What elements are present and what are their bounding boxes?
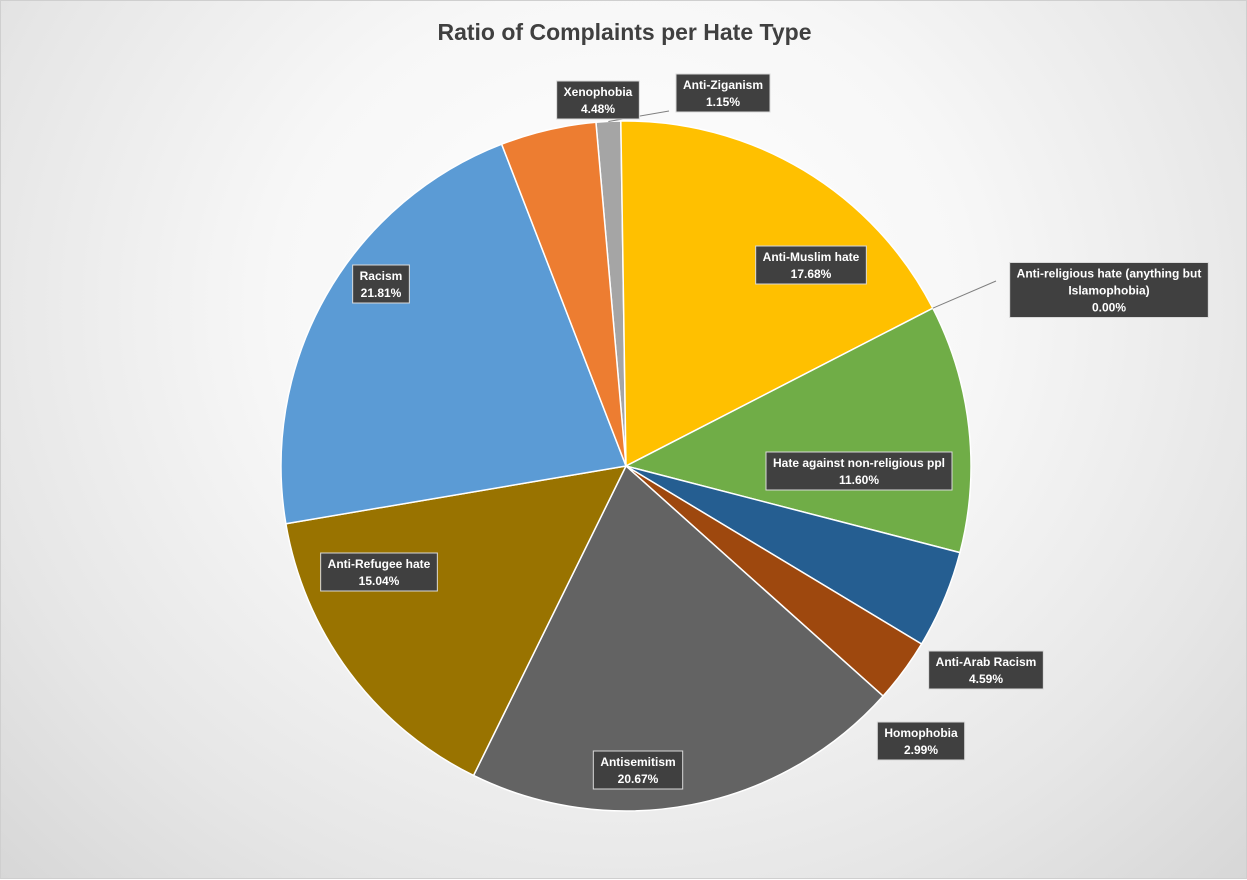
data-label-name: Racism [360, 269, 403, 283]
data-label-name: Anti-Ziganism [683, 78, 763, 92]
data-label-value: 0.00% [1092, 301, 1126, 315]
data-label-box [556, 80, 640, 120]
slice-xenophobia [500, 121, 627, 467]
data-label-name: Anti-Muslim hate [763, 250, 860, 264]
data-label-value: 2.99% [904, 743, 938, 757]
leader-line [932, 280, 997, 309]
data-label-box [352, 264, 410, 304]
slice-anti-muslim-hate [620, 120, 934, 468]
data-label-box [928, 650, 1044, 690]
data-label-box [675, 73, 771, 113]
data-label-value: 21.81% [361, 286, 402, 300]
data-label: Anti-Refugee hate 15.04% [320, 552, 438, 592]
data-label: Hate against non-religious ppl 11.60% [765, 451, 953, 491]
chart-title: Ratio of Complaints per Hate Type [437, 19, 812, 45]
data-label-name: Anti-religious hate (anything but [1017, 267, 1202, 281]
data-label-value: 15.04% [359, 574, 400, 588]
data-label-name: Antisemitism [600, 755, 675, 769]
data-label-value: 1.15% [706, 95, 740, 109]
data-label-name: Hate against non-religious ppl [773, 456, 945, 470]
data-label-box [320, 552, 438, 592]
data-label-box [755, 245, 867, 285]
data-label-value: 11.60% [839, 473, 879, 487]
data-label: Racism 21.81% [352, 264, 410, 304]
data-label: Anti-Arab Racism 4.59% [928, 650, 1044, 690]
slice-hate-against-non-religious-ppl [623, 307, 972, 554]
data-label-value: 4.48% [581, 102, 615, 116]
data-label-value: 17.68% [791, 267, 832, 281]
data-label-box [1009, 262, 1209, 318]
data-label-box [876, 721, 966, 761]
data-label-name: Anti-Refugee hate [328, 557, 431, 571]
data-label: Homophobia 2.99% [876, 721, 966, 761]
data-label-name: Xenophobia [564, 85, 633, 99]
slice-anti-refugee-hate [285, 465, 628, 777]
data-label: Antisemitism 20.67% [592, 750, 684, 790]
data-label: Anti-Ziganism 1.15% [675, 73, 771, 113]
data-label-box [592, 750, 684, 790]
slice-antisemitism [472, 464, 885, 812]
data-label-value: 4.59% [969, 672, 1003, 686]
data-label-value: 20.67% [618, 772, 659, 786]
data-label: Anti-Muslim hate 17.68% [755, 245, 867, 285]
data-label-name: Anti-Arab Racism [936, 655, 1037, 669]
data-label-box [765, 451, 953, 491]
data-label: Xenophobia 4.48% [556, 80, 640, 120]
data-label-name: Islamophobia) [1068, 284, 1149, 298]
data-label: Anti-religious hate (anything but Islamop… [1009, 262, 1209, 318]
data-label-name: Homophobia [884, 726, 958, 740]
slice-racism [280, 143, 628, 525]
